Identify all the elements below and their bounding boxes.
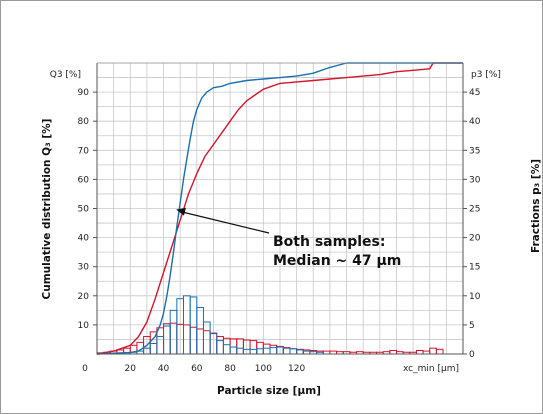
fraction-bar-red <box>429 347 437 355</box>
left-tick-label: 70 <box>78 146 90 156</box>
fraction-bar-blue <box>189 296 198 355</box>
x-axis-end-label: xc_min [µm] <box>403 364 459 374</box>
median-annotation: Both samples: Median ~ 47 µm <box>176 207 401 269</box>
left-tick-label: 60 <box>78 175 90 185</box>
x-axis-title: Particle size [µm] <box>217 385 321 397</box>
fraction-bar-blue <box>229 346 238 355</box>
fraction-bar-red <box>262 343 271 355</box>
fraction-bar-red <box>229 338 238 355</box>
fraction-bar-red <box>249 340 258 355</box>
x-tick-label: 20 <box>125 364 137 374</box>
fraction-bar-blue <box>169 309 178 355</box>
fraction-bar-red <box>302 349 311 355</box>
fraction-bar-red <box>163 323 171 355</box>
left-tick-label: 10 <box>78 321 90 331</box>
annotation-arrow <box>182 211 270 234</box>
fraction-bar-red <box>289 348 298 355</box>
x-tick-label: 100 <box>255 364 272 374</box>
right-tick-label: 40 <box>469 117 481 127</box>
left-axis-unit: Q3 [%] <box>50 70 81 80</box>
fraction-bar-blue <box>296 349 304 355</box>
right-axis-unit: p3 [%] <box>471 70 501 80</box>
fraction-bar-blue <box>216 340 224 355</box>
x-tick-label: 60 <box>191 364 203 374</box>
fraction-bar-blue <box>222 344 231 355</box>
fraction-bar-blue <box>256 348 264 355</box>
fraction-bar-blue <box>249 348 258 355</box>
right-tick-label: 35 <box>469 146 480 156</box>
x-tick-label: 80 <box>224 364 236 374</box>
fraction-bar-blue <box>262 347 271 355</box>
fraction-bar-red <box>236 338 244 355</box>
right-tick-label: 20 <box>469 234 481 244</box>
cumulative-line-red <box>96 62 463 355</box>
annotation-arrowhead <box>176 207 186 216</box>
left-tick-label: 40 <box>78 234 90 244</box>
fraction-bar-blue <box>282 347 291 355</box>
fraction-bar-red <box>256 341 264 355</box>
x-tick-label: 120 <box>288 364 305 374</box>
fraction-bar-blue <box>149 343 158 355</box>
fraction-bar-red <box>269 344 278 355</box>
fraction-bar-blue <box>202 321 211 355</box>
fraction-bar-red <box>389 350 397 355</box>
left-axis-title: Cumulative distribution Q₃ [%] <box>41 119 53 300</box>
x-tick-label: 40 <box>158 364 170 374</box>
fraction-bar-red <box>415 350 424 355</box>
right-tick-label: 45 <box>469 88 480 98</box>
fraction-bar-red <box>202 330 211 355</box>
right-tick-label: 25 <box>469 205 480 215</box>
fraction-bar-red <box>435 348 444 355</box>
grid <box>97 63 463 354</box>
fraction-bar-red <box>196 328 204 355</box>
cumulative-curves <box>96 62 463 355</box>
left-tick-label: 30 <box>78 263 90 273</box>
x-tick-label: 0 <box>82 364 88 374</box>
tick-labels: 0 20 40 60 80 100 120 10 20 30 40 50 60 70 80 90 0 5 10 15 2… <box>78 88 481 374</box>
annotation-line-1: Both samples: <box>273 234 385 250</box>
right-tick-label: 10 <box>469 292 481 302</box>
right-axis-title: Fractions p₃ [%] <box>530 159 542 253</box>
fraction-bar-blue <box>269 347 278 355</box>
fraction-bar-blue <box>196 306 204 355</box>
left-tick-label: 90 <box>78 88 90 98</box>
annotation-line-2: Median ~ 47 µm <box>273 253 401 269</box>
fraction-bar-blue <box>289 348 298 355</box>
fraction-bar-red <box>169 322 178 355</box>
right-tick-label: 0 <box>469 350 475 360</box>
cumulative-line-blue <box>96 62 463 355</box>
fraction-bar-blue <box>236 347 244 355</box>
right-tick-label: 15 <box>469 263 480 273</box>
left-tick-label: 50 <box>78 205 90 215</box>
right-tick-label: 30 <box>469 175 481 185</box>
fraction-bar-blue <box>163 325 171 355</box>
right-tick-label: 5 <box>469 321 475 331</box>
left-tick-label: 80 <box>78 117 90 127</box>
fraction-bar-red <box>189 326 198 355</box>
left-tick-label: 20 <box>78 292 90 302</box>
fraction-bar-red <box>222 337 231 355</box>
